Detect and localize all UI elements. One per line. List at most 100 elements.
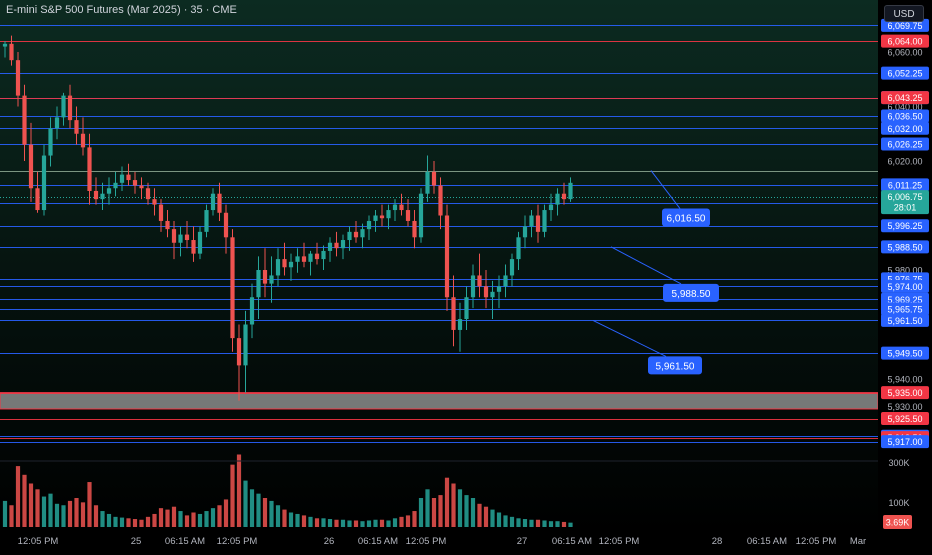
candle-body (340, 240, 346, 249)
x-axis-tick-label: Mar (850, 536, 866, 547)
callout-label: 5,961.50 (656, 361, 695, 372)
x-axis-tick-label: 26 (324, 536, 335, 547)
volume-bar (483, 506, 489, 527)
price-level-badge-label: 6,043.25 (887, 93, 922, 103)
callout-label: 5,988.50 (672, 289, 711, 300)
candle-body (386, 210, 391, 219)
price-level-badge (881, 121, 929, 135)
candle-body (483, 286, 489, 298)
callout-leader-line (592, 319, 667, 357)
volume-bar (67, 500, 73, 527)
candle-body (522, 226, 528, 238)
candle-body (74, 120, 79, 134)
candle-body (321, 250, 326, 260)
volume-bar (353, 520, 359, 527)
volume-bar (308, 516, 313, 527)
volume-bar (152, 513, 157, 527)
price-level-badge (881, 109, 929, 123)
candle-body (405, 210, 411, 221)
volume-bar (412, 511, 417, 527)
volume-bar (171, 506, 177, 527)
x-axis-tick-label: 06:15 AM (552, 536, 592, 547)
price-level-badge (881, 313, 929, 327)
candle-body (366, 220, 372, 230)
volume-bar (425, 489, 430, 527)
candle-body (516, 237, 521, 260)
candle-body (178, 234, 183, 243)
candle-body (353, 231, 359, 238)
candle-body (509, 259, 515, 276)
volume-bar (360, 521, 365, 527)
candle-body (418, 193, 424, 238)
price-level-badge (881, 66, 929, 80)
candle-body (236, 338, 242, 366)
volume-axis-label: 300K (888, 458, 909, 468)
price-level-badge (881, 302, 929, 316)
candle-body (93, 190, 99, 200)
candle-body (412, 220, 417, 238)
volume-bar (340, 519, 346, 527)
price-level-badge (881, 412, 929, 426)
volume-bar (197, 513, 203, 527)
volume-bar (184, 515, 190, 527)
volume-bar (119, 517, 125, 527)
volume-bar (496, 512, 502, 527)
volume-bar (93, 505, 99, 527)
candle-body (379, 215, 385, 219)
volume-bar (80, 502, 86, 527)
price-level-badge-label: 5,935.00 (887, 388, 922, 398)
x-axis-tick-label: 12:05 PM (406, 536, 447, 547)
y-axis-tick-label: 6,040.00 (887, 102, 922, 112)
candle-body (360, 229, 365, 238)
volume-bar (106, 513, 112, 527)
volume-bar (230, 464, 235, 527)
volume-bar (347, 520, 352, 527)
candle-body (568, 182, 573, 200)
callout-label-box (648, 356, 702, 375)
candle-body (256, 270, 261, 298)
candle-body (535, 215, 541, 232)
volume-bar (457, 489, 463, 527)
bar-countdown-label: 28:01 (894, 203, 917, 213)
candle-body (301, 256, 307, 262)
volume-bar (145, 516, 151, 527)
volume-bar (288, 512, 294, 527)
candle-body (106, 188, 112, 194)
candle-body (470, 275, 476, 298)
candle-body (48, 128, 53, 156)
price-level-badge-label: 5,988.50 (887, 242, 922, 252)
candle-body (457, 319, 463, 330)
volume-bar (301, 515, 307, 527)
currency-button[interactable]: USD (884, 5, 924, 22)
price-level-badge-label: 5,917.00 (887, 437, 922, 447)
candle-body (197, 231, 203, 254)
candle-body (113, 182, 118, 189)
candle-body (438, 185, 443, 216)
candle-body (217, 193, 222, 213)
volume-bar (61, 505, 66, 527)
plot-background (0, 0, 878, 532)
volume-bar (503, 515, 508, 527)
candle-body (561, 193, 567, 200)
candle-body (327, 242, 333, 251)
volume-bar (74, 498, 79, 527)
current-price-badge (881, 190, 929, 215)
candle-body (119, 174, 125, 183)
candle-body (139, 185, 144, 189)
candle-body (548, 204, 554, 211)
y-axis-tick-label: 6,020.00 (887, 157, 922, 167)
candle-body (100, 193, 105, 200)
volume-bar (41, 496, 47, 527)
volume-bar (178, 511, 183, 527)
candle-body (334, 242, 339, 249)
y-axis-tick-label: 6,060.00 (887, 48, 922, 58)
candle-body (2, 43, 8, 47)
candle-body (158, 204, 164, 221)
volume-bar (100, 511, 105, 527)
price-level-badge (881, 386, 929, 400)
x-axis-tick-label: 12:05 PM (599, 536, 640, 547)
x-axis-tick-label: 27 (517, 536, 528, 547)
x-axis-tick-label: 12:05 PM (796, 536, 837, 547)
callout-label-box (663, 283, 719, 302)
